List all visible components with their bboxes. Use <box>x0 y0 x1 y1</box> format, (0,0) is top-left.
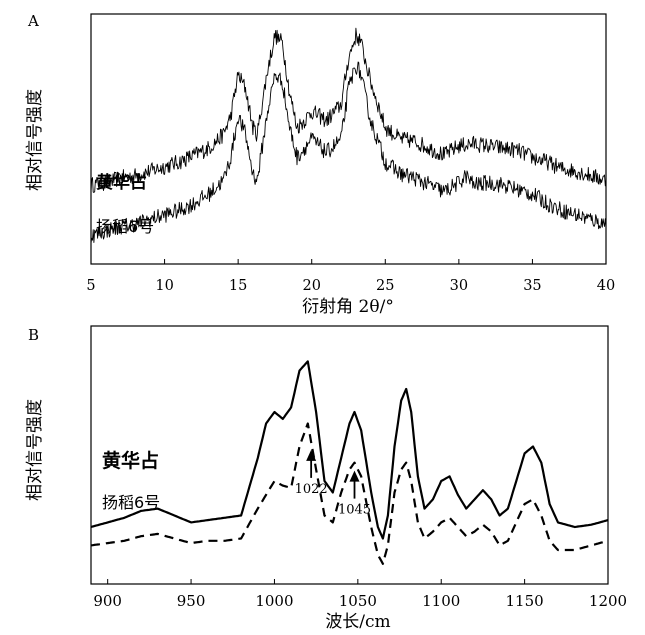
x-tick-label-b: 900 <box>93 592 122 610</box>
annotation-arrowhead-1 <box>349 470 360 482</box>
x-tick-label-b: 950 <box>177 592 206 610</box>
panel-a-x-axis-label: 衍射角 2θ/° <box>302 297 394 317</box>
panel-b-label: B <box>28 326 39 344</box>
series-line-b-0 <box>90 360 609 540</box>
x-tick-label-b: 1100 <box>422 592 460 610</box>
x-tick-label-b: 1150 <box>506 592 544 610</box>
panel-b-x-axis-label: 波长/cm <box>325 612 390 632</box>
x-tick-label-a: 40 <box>597 278 615 294</box>
panel-a: A 相对信号强度 衍射角 2θ/° 5 10 15 20 25 30 35 40 黄华占 扬稻… <box>25 12 615 317</box>
legend-a-yangdao6: 扬稻6号 <box>96 217 154 236</box>
annotation-label-1: 1045 <box>338 503 371 518</box>
series-line-a-0 <box>90 27 607 193</box>
x-tick-label-a: 25 <box>376 278 394 294</box>
panel-b-annotations: 1022 1045 <box>295 449 371 518</box>
panel-b-y-axis-label: 相对信号强度 <box>25 399 45 501</box>
x-tick-label-b: 1200 <box>589 592 627 610</box>
x-tick-label-a: 35 <box>523 278 541 294</box>
x-tick-label-a: 15 <box>229 278 247 294</box>
series-line-a-1 <box>90 61 607 244</box>
panel-a-x-ticks: 5 10 15 20 25 30 35 40 <box>86 259 615 294</box>
legend-b-huanghuazhan: 黄华占 <box>102 449 159 472</box>
series-line-b-1 <box>90 422 609 565</box>
x-tick-label-b: 1000 <box>255 592 293 610</box>
legend-b-yangdao6: 扬稻6号 <box>102 493 160 512</box>
annotation-label-0: 1022 <box>295 482 328 497</box>
panel-b: B 相对信号强度 波长/cm 900 950 1000 1050 1100 1150 120… <box>25 325 627 632</box>
panel-a-y-axis-label: 相对信号强度 <box>25 89 45 191</box>
x-tick-label-a: 30 <box>450 278 468 294</box>
x-tick-label-a: 10 <box>155 278 173 294</box>
panel-a-series <box>90 27 607 244</box>
panel-b-series <box>90 360 609 565</box>
x-tick-label-a: 20 <box>302 278 320 294</box>
panel-a-plot-frame <box>90 13 607 265</box>
x-tick-label-a: 5 <box>86 278 95 294</box>
panel-b-x-ticks: 900 950 1000 1050 1100 1150 1200 <box>93 579 627 610</box>
x-tick-label-b: 1050 <box>339 592 377 610</box>
panel-b-plot-frame <box>90 325 609 585</box>
annotation-arrowhead-0 <box>306 449 317 461</box>
panel-a-label: A <box>27 12 39 30</box>
legend-a-huanghuazhan: 黄华占 <box>96 172 147 193</box>
